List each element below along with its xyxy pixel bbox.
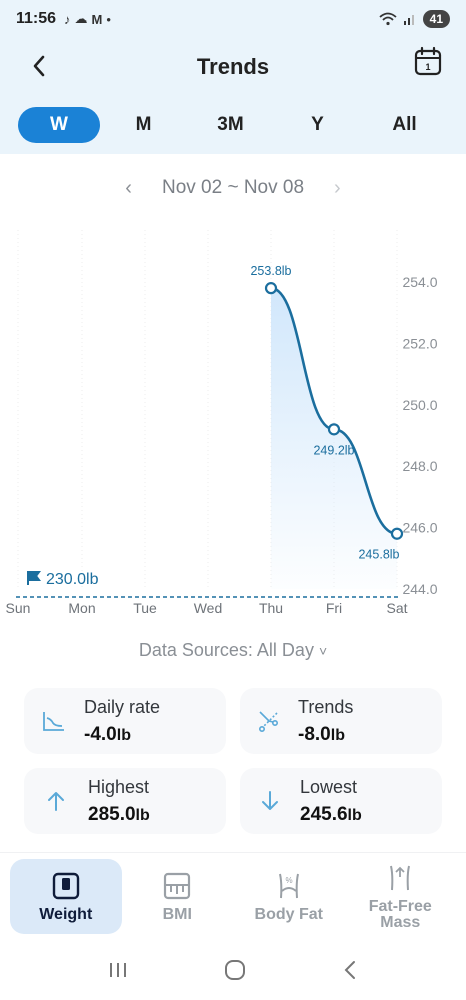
highest-value: 285.0lb (88, 803, 150, 825)
body-fat-icon: % (278, 873, 299, 898)
nav-weight[interactable]: Weight (10, 859, 122, 934)
svg-text:1: 1 (425, 62, 430, 72)
status-bar: 11:56 ♪ ☁ M • 41 (0, 0, 466, 38)
scale-icon (52, 872, 79, 899)
data-point (327, 423, 341, 436)
data-label: 249.2lb (313, 443, 354, 457)
data-sources-label: Data Sources: All Day (138, 640, 314, 660)
arrow-up-icon (48, 792, 64, 811)
notification-icons: ♪ ☁ M • (64, 11, 111, 27)
chevron-down-icon: ˅ (318, 643, 328, 659)
x-tick-label: Wed (194, 600, 223, 616)
x-tick-label: Fri (326, 600, 342, 616)
fat-free-mass-icon (390, 865, 411, 890)
highest-label: Highest (88, 776, 150, 797)
y-tick-label: 250.0 (402, 397, 437, 413)
arrow-down-icon (262, 791, 278, 810)
nav-body-fat-label: Body Fat (254, 905, 323, 923)
recent-apps-icon[interactable] (107, 960, 129, 980)
daily-rate-card[interactable]: Daily rate -4.0lb (24, 688, 226, 754)
y-tick-label: 252.0 (402, 335, 437, 351)
chevron-left-icon (33, 55, 45, 77)
svg-text:%: % (285, 876, 292, 885)
series-area (271, 288, 397, 589)
data-sources-dropdown[interactable]: Data Sources: All Day ˅ (0, 640, 466, 661)
tab-week[interactable]: W (18, 107, 100, 143)
y-tick-label: 246.0 (402, 520, 437, 536)
previous-week-button[interactable]: ‹ (125, 176, 132, 199)
calendar-icon: 1 (414, 46, 442, 76)
next-week-button[interactable]: › (334, 176, 341, 199)
nav-bmi[interactable]: BMI (122, 859, 234, 934)
lowest-card[interactable]: Lowest 245.6lb (240, 768, 442, 834)
battery-indicator: 41 (422, 10, 450, 28)
highest-card[interactable]: Highest 285.0lb (24, 768, 226, 834)
gmail-icon: M (91, 11, 103, 27)
x-tick-label: Mon (68, 600, 95, 616)
bmi-icon (164, 872, 191, 899)
trends-label: Trends (298, 696, 354, 717)
signal-icon (403, 15, 414, 25)
data-label: 245.8lb (358, 548, 399, 562)
flag-icon (27, 571, 41, 585)
x-tick-label: Thu (259, 600, 283, 616)
lowest-label: Lowest (300, 776, 358, 797)
nav-body-fat[interactable]: % Body Fat (233, 859, 345, 934)
x-tick-label: Tue (133, 600, 157, 616)
calendar-button[interactable]: 1 (414, 46, 444, 82)
bottom-navigation: Weight BMI % Body Fat Fat-Free Mass (0, 852, 466, 940)
y-tick-label: 254.0 (402, 274, 437, 290)
trend-path-icon (258, 711, 279, 732)
x-tick-label: Sun (6, 600, 31, 616)
tab-3-months[interactable]: 3M (217, 114, 244, 135)
trends-card[interactable]: Trends -8.0lb (240, 688, 442, 754)
home-icon[interactable] (223, 958, 247, 982)
daily-rate-value: -4.0lb (84, 723, 131, 745)
y-tick-label: 244.0 (402, 581, 437, 597)
tiktok-icon: ♪ (64, 11, 71, 27)
line-chart-icon (43, 712, 64, 731)
period-tabs: W M 3M Y All (0, 96, 466, 154)
nav-fat-free-mass[interactable]: Fat-Free Mass (345, 859, 457, 934)
date-range-label: Nov 02 ~ Nov 08 (161, 177, 305, 198)
data-point (264, 282, 278, 295)
goal-label: 230.0lb (46, 571, 99, 588)
app-header: Trends 1 (0, 38, 466, 96)
nav-bmi-label: BMI (162, 905, 192, 923)
cloud-icon: ☁ (74, 11, 88, 26)
back-button[interactable] (24, 48, 54, 84)
nav-fat-free-mass-label: Fat-Free Mass (368, 897, 432, 931)
wifi-icon (379, 12, 397, 26)
weight-trend-chart: 254.0 252.0 250.0 248.0 246.0 244.0 230.0lb Sun… (6, 230, 438, 616)
nav-weight-label: Weight (39, 905, 93, 923)
tab-month[interactable]: M (135, 114, 152, 135)
data-label: 253.8lb (250, 264, 291, 278)
date-range-selector: ‹ Nov 02 ~ Nov 08 › (0, 170, 466, 206)
status-time: 11:56 (16, 10, 57, 27)
page-title: Trends (196, 54, 270, 79)
tab-all[interactable]: All (392, 114, 417, 135)
y-tick-label: 248.0 (402, 458, 437, 474)
data-point (390, 527, 404, 540)
trends-value: -8.0lb (298, 723, 345, 745)
dot-icon: • (106, 11, 111, 27)
x-tick-label: Sat (386, 600, 407, 616)
tab-year[interactable]: Y (311, 114, 324, 135)
daily-rate-label: Daily rate (84, 696, 161, 717)
system-back-icon[interactable] (341, 959, 359, 981)
system-navigation-bar (0, 940, 466, 1000)
lowest-value: 245.6lb (300, 803, 362, 825)
